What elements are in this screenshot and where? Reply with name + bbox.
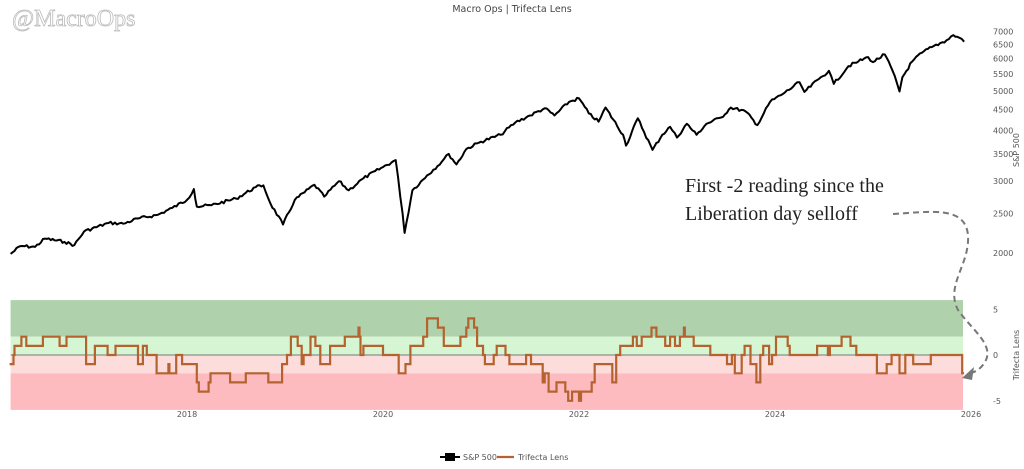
x-tick-label: 2022 [569,410,589,419]
sp500-series-line [9,34,965,255]
sp500-tick-label: 3500 [993,150,1013,159]
watermark-logo: @MacroOps [12,6,135,32]
chart-title: Macro Ops | Trifecta Lens [452,4,571,15]
legend[interactable]: S&P 500 Trifecta Lens [440,453,568,462]
sp500-tick-label: 6500 [993,40,1013,49]
x-tick-label: 2026 [961,410,981,419]
sp500-axis: 2000 2500 3000 3500 4000 4500 5000 5500 6000 6500… [993,27,1013,258]
annotation-line-2: Liberation day selloff [685,203,858,225]
band-0 [10,300,964,337]
x-axis: 2018 2020 2022 2024 2026 [177,410,981,419]
legend-sp500-swatch-icon [445,453,455,461]
annotation-arrow [892,210,989,375]
sp500-tick-label: 5000 [993,87,1013,96]
x-tick-label: 2024 [765,410,785,419]
legend-item-sp500[interactable]: S&P 500 [440,453,497,462]
x-tick-label: 2020 [373,410,393,419]
legend-item-trifecta[interactable]: Trifecta Lens [497,453,568,462]
band-1 [10,336,964,355]
legend-label: S&P 500 [463,453,497,462]
annotation-line-1: First -2 reading since the [685,175,884,197]
trifecta-tick-label: -5 [993,397,1001,406]
sp500-tick-label: 2500 [993,210,1013,219]
x-tick-label: 2018 [177,410,197,419]
trifecta-axis-title: Trifecta Lens [1012,330,1021,381]
trifecta-tick-label: 0 [993,351,998,360]
legend-label: Trifecta Lens [517,453,568,462]
sp500-axis-title: S&P 500 [1012,133,1021,167]
sp500-tick-label: 2000 [993,249,1013,258]
sp500-tick-label: 5500 [993,70,1013,79]
sp500-tick-label: 4000 [993,126,1013,135]
trifecta-axis: 5 0 -5 [993,305,1001,406]
annotation-arrowhead-icon [962,367,974,380]
sp500-tick-label: 3000 [993,177,1013,186]
band-3 [10,373,964,410]
trifecta-series-line [9,317,965,402]
sp500-tick-label: 6000 [993,55,1013,64]
trifecta-tick-label: 5 [993,305,998,314]
trifecta-bands [10,300,964,410]
sp500-tick-label: 4500 [993,105,1013,114]
sp500-tick-label: 7000 [993,27,1013,36]
